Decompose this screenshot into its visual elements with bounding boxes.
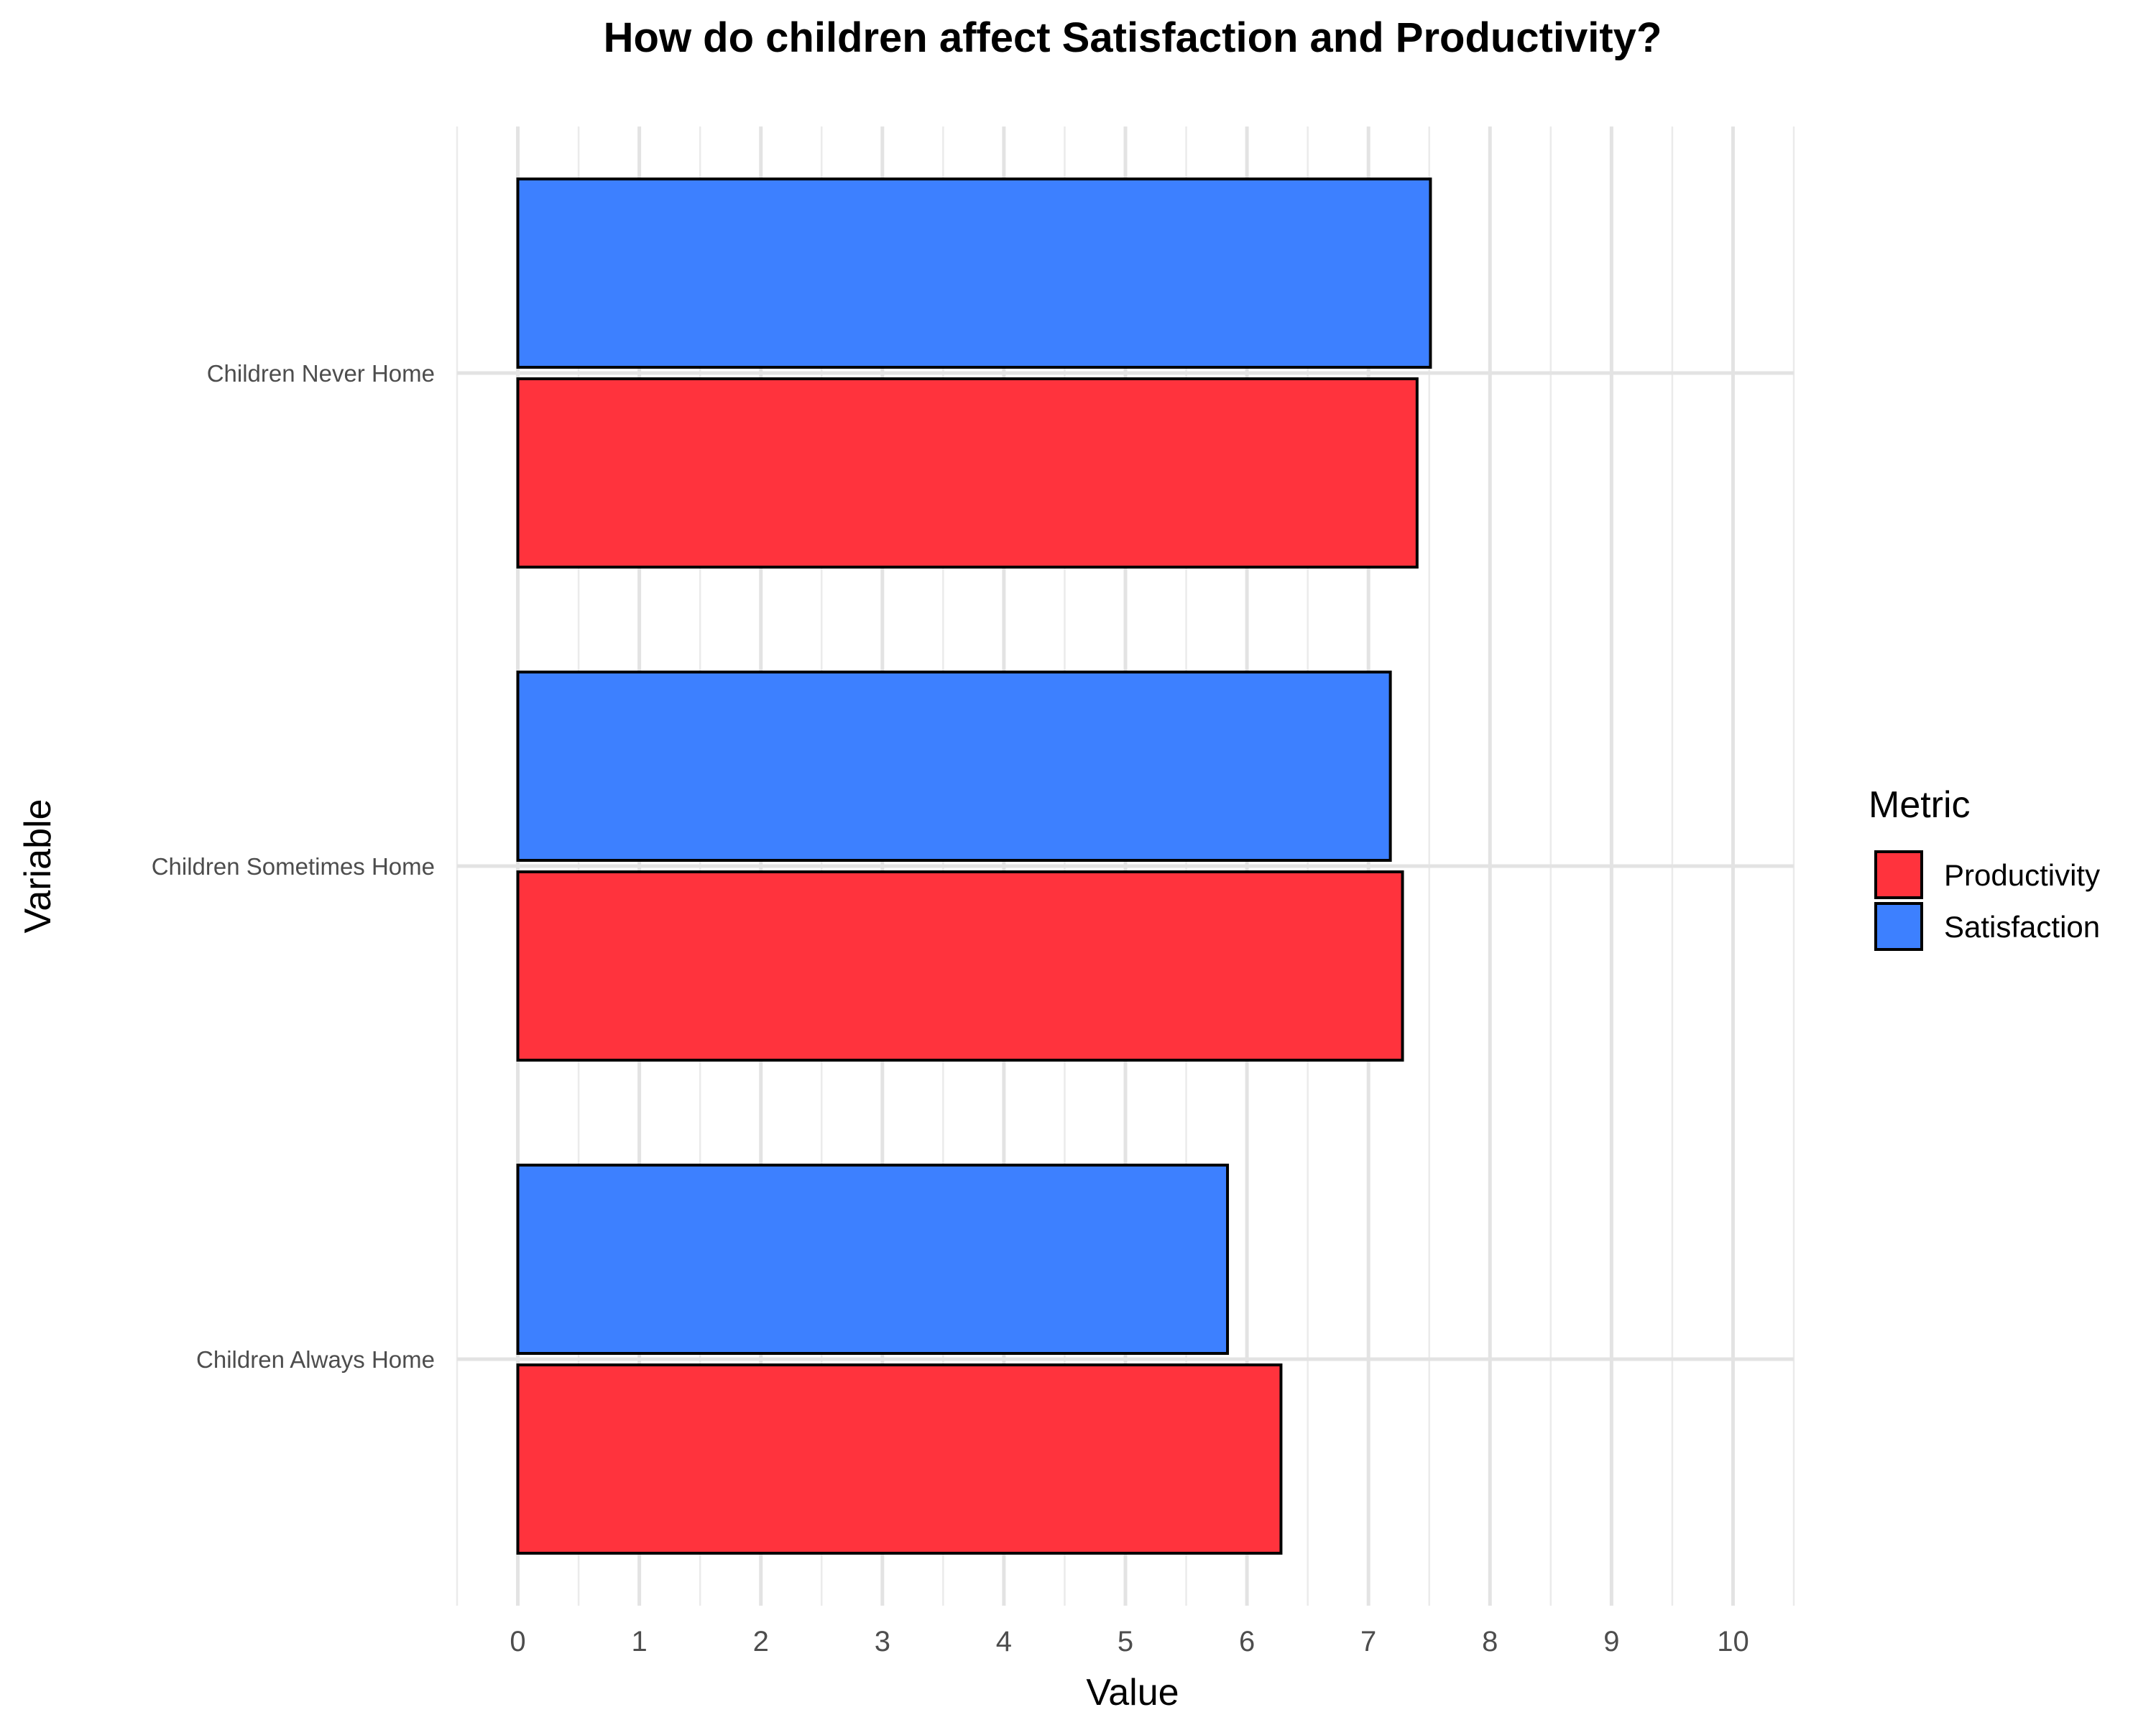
chart-title: How do children affect Satisfaction and …: [604, 14, 1662, 61]
x-axis-title: Value: [1086, 1672, 1179, 1714]
y-tick-labels: Children Always Home Children Sometimes H…: [152, 360, 435, 1373]
legend-items: Productivity Satisfaction: [1874, 850, 2100, 951]
gridlines: [456, 126, 1795, 1606]
bar-productivity-children-sometimes-home: [516, 870, 1404, 1062]
legend-swatch-productivity: [1874, 850, 1923, 899]
legend-label-satisfaction: Satisfaction: [1944, 910, 2100, 944]
bars: [516, 178, 1432, 1555]
y-tick-label: Children Always Home: [196, 1346, 435, 1373]
x-tick-labels: 0 1 2 3 4 5 6 7 8 9 10: [510, 1626, 1749, 1657]
x-tick-label: 9: [1603, 1626, 1619, 1657]
bar-satisfaction-children-sometimes-home: [516, 671, 1392, 862]
x-tick-label: 6: [1239, 1626, 1255, 1657]
x-tick-label: 3: [875, 1626, 890, 1657]
y-tick-label: Children Never Home: [207, 360, 435, 387]
x-tick-label: 4: [996, 1626, 1012, 1657]
x-tick-label: 7: [1360, 1626, 1376, 1657]
legend-label-productivity: Productivity: [1944, 858, 2100, 892]
x-tick-label: 0: [510, 1626, 525, 1657]
x-tick-label: 1: [632, 1626, 648, 1657]
bar-productivity-children-always-home: [516, 1363, 1283, 1555]
x-tick-label: 2: [753, 1626, 769, 1657]
bar-satisfaction-children-always-home: [516, 1164, 1230, 1355]
legend: Metric Productivity Satisfaction: [1869, 784, 2100, 951]
x-tick-label: 5: [1118, 1626, 1133, 1657]
x-tick-label: 8: [1482, 1626, 1498, 1657]
x-tick-label: 10: [1717, 1626, 1749, 1657]
y-axis-title: Variable: [17, 799, 59, 934]
legend-swatch-satisfaction: [1874, 902, 1923, 951]
legend-title: Metric: [1869, 784, 1971, 826]
bar-productivity-children-never-home: [516, 377, 1419, 569]
y-tick-label: Children Sometimes Home: [152, 853, 435, 880]
bar-satisfaction-children-never-home: [516, 178, 1432, 369]
